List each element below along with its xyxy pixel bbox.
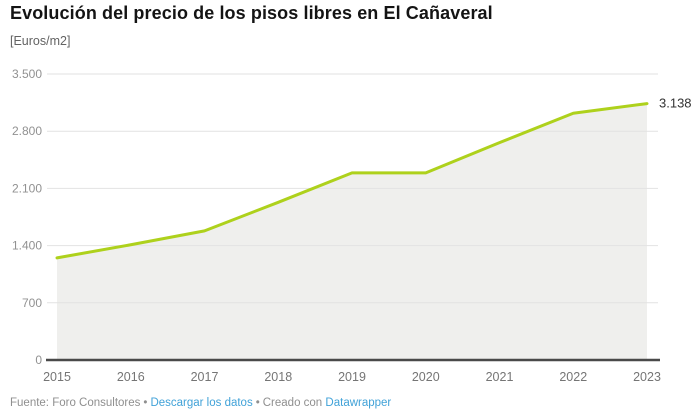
chart-title: Evolución del precio de los pisos libres… <box>10 3 493 23</box>
y-tick-label: 2.100 <box>12 181 42 195</box>
x-tick-label: 2023 <box>633 370 661 384</box>
datawrapper-link[interactable]: Datawrapper <box>325 397 392 409</box>
created-with-label: Creado con <box>262 397 323 409</box>
separator-dot: • <box>143 397 148 409</box>
source-label: Fuente: Foro Consultores <box>10 397 141 409</box>
y-tick-label: 2.800 <box>12 124 42 138</box>
x-tick-label: 2016 <box>117 370 145 384</box>
end-value-label: 3.138 <box>659 96 692 111</box>
y-tick-label: 700 <box>22 296 42 310</box>
price-chart: 0 700 1.400 2.100 2.800 3.500 2015 2016 2017 2018… <box>12 67 692 384</box>
y-tick-label: 0 <box>35 353 42 367</box>
x-tick-label: 2022 <box>559 370 587 384</box>
download-data-link[interactable]: Descargar los datos <box>150 397 253 409</box>
price-line <box>55 102 649 260</box>
x-tick-label: 2021 <box>486 370 514 384</box>
chart-footer: Fuente: Foro Consultores • Descargar los d… <box>10 397 391 409</box>
x-tick-label: 2017 <box>191 370 219 384</box>
chart-subtitle: [Euros/m2] <box>10 34 71 48</box>
x-tick-label: 2019 <box>338 370 366 384</box>
x-tick-label: 2018 <box>264 370 292 384</box>
x-tick-label: 2015 <box>43 370 71 384</box>
separator-dot: • <box>255 397 260 409</box>
price-area <box>57 103 647 360</box>
y-tick-label: 3.500 <box>12 67 42 81</box>
y-tick-label: 1.400 <box>12 239 42 253</box>
x-tick-label: 2020 <box>412 370 440 384</box>
